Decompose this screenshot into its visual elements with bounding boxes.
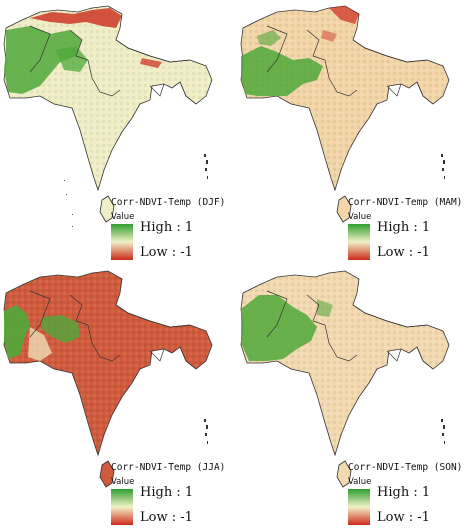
green-region-jja [4,305,80,359]
map-panel-djf: Corr-NDVI-Temp (DJF) Value High : 1 Low … [0,0,237,265]
legend-low-label: Low : -1 [377,245,430,260]
map-mam [240,5,450,223]
legend-low-label: Low : -1 [377,510,430,525]
map-panel-mam: Corr-NDVI-Temp (MAM) Value High : 1 Low … [237,0,474,265]
lakshadweep-dots [64,180,73,227]
legend-high-label: High : 1 [140,220,194,235]
south-asia-landmass [3,270,213,488]
legend-high-label: High : 1 [377,220,431,235]
legend-header: Value [111,212,135,222]
map-jja [3,270,213,488]
country-borders [266,25,434,105]
red-region-djf [30,8,162,68]
legend-high-label: High : 1 [140,485,194,500]
country-borders [29,290,197,370]
panel-title: Corr-NDVI-Temp (JJA) [111,462,226,473]
andaman-islands [441,154,445,179]
country-borders [266,290,434,370]
country-borders [29,25,197,105]
map-panel-jja: Corr-NDVI-Temp (JJA) Value High : 1 Low … [0,265,237,530]
light-region-jja [28,327,52,361]
panel-title: Corr-NDVI-Temp (MAM) [348,197,463,208]
legend-color-ramp [111,489,133,525]
legend-high-label: High : 1 [377,485,431,500]
map-son [240,270,450,488]
green-region-son [241,295,333,361]
panel-title: Corr-NDVI-Temp (DJF) [111,197,226,208]
legend-low-label: Low : -1 [140,245,193,260]
red-region-mam [321,6,359,42]
legend-color-ramp [111,224,133,260]
andaman-islands [441,419,445,444]
green-region-mam [241,30,323,96]
legend-color-ramp [348,489,370,525]
legend-color-ramp [348,224,370,260]
andaman-islands [204,419,208,444]
andaman-islands [204,154,208,179]
legend-header: Value [348,212,372,222]
legend-header: Value [111,477,135,487]
map-djf [3,5,213,227]
legend-low-label: Low : -1 [140,510,193,525]
green-region-djf [4,26,88,94]
map-panel-son: Corr-NDVI-Temp (SON) Value High : 1 Low … [237,265,474,530]
panel-title: Corr-NDVI-Temp (SON) [348,462,463,473]
legend-header: Value [348,477,372,487]
